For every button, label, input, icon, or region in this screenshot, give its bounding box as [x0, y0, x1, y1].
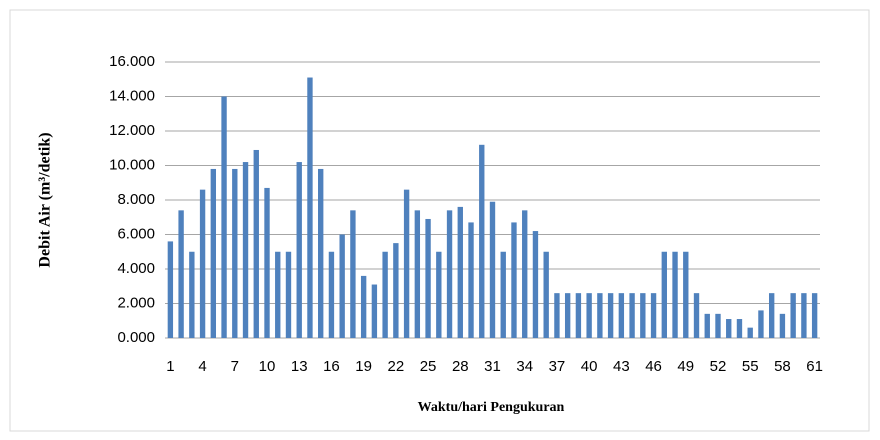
- bar: [393, 243, 399, 338]
- bar: [758, 310, 764, 338]
- bar: [629, 293, 635, 338]
- x-tick-label: 1: [166, 358, 174, 375]
- bar: [328, 251, 335, 338]
- y-tick-label: 10.000: [109, 156, 155, 173]
- bar: [532, 231, 539, 338]
- bar: [500, 251, 506, 338]
- y-tick-label: 16.000: [109, 53, 155, 70]
- chart-border: [9, 9, 870, 432]
- bar: [285, 251, 292, 338]
- bar: [726, 319, 732, 338]
- bar: [511, 222, 517, 338]
- bar: [736, 319, 743, 338]
- x-tick-label: 31: [484, 358, 501, 375]
- y-tick-label: 6.000: [117, 225, 155, 242]
- bar: [446, 210, 453, 338]
- bar: [672, 251, 678, 338]
- bar: [640, 293, 646, 338]
- bar: [790, 293, 796, 338]
- y-tick-label: 12.000: [109, 122, 155, 139]
- y-tick-label: 14.000: [109, 87, 155, 104]
- bar: [479, 144, 485, 338]
- x-tick-label: 58: [774, 358, 791, 375]
- bar: [178, 210, 184, 338]
- x-tick-label: 7: [231, 358, 239, 375]
- bar: [350, 210, 356, 338]
- x-axis-title: Waktu/hari Pengukuran: [418, 400, 565, 415]
- x-tick-label: 43: [613, 358, 630, 375]
- bar: [360, 275, 367, 338]
- bar: [468, 222, 474, 338]
- bar: [253, 149, 259, 338]
- bar: [403, 189, 410, 338]
- bar: [801, 293, 807, 338]
- x-tick-label: 16: [323, 358, 340, 375]
- bar: [167, 241, 174, 338]
- bar: [371, 284, 378, 338]
- bar: [779, 313, 786, 338]
- bar: [747, 327, 753, 338]
- bar: [704, 313, 710, 338]
- bar: [650, 293, 657, 338]
- x-tick-label: 37: [549, 358, 566, 375]
- y-axis-title: Debit Air (m³/detik): [37, 132, 54, 267]
- bar: [199, 189, 206, 338]
- bar: [189, 251, 195, 338]
- bar: [382, 251, 388, 338]
- bar: [436, 251, 442, 338]
- bar: [683, 251, 689, 338]
- bar: [210, 168, 217, 338]
- bar: [575, 293, 582, 338]
- x-tick-label: 22: [388, 358, 405, 375]
- bar: [275, 251, 281, 338]
- bar: [414, 210, 421, 338]
- bar: [522, 210, 528, 338]
- bar: [693, 293, 700, 338]
- bar: [296, 162, 302, 338]
- x-tick-label: 10: [259, 358, 276, 375]
- x-tick-label: 55: [742, 358, 759, 375]
- bar: [242, 162, 249, 338]
- bar: [597, 293, 603, 338]
- bar: [715, 313, 721, 338]
- bar: [318, 168, 324, 338]
- x-tick-label: 34: [516, 358, 533, 375]
- x-tick-label: 49: [677, 358, 694, 375]
- y-tick-label: 0.000: [117, 329, 155, 346]
- bar: [564, 293, 571, 338]
- bar: [768, 293, 775, 338]
- bar: [618, 293, 625, 338]
- bar: [543, 251, 549, 338]
- x-tick-label: 46: [645, 358, 662, 375]
- bar: [811, 293, 818, 338]
- bar: [339, 234, 345, 338]
- x-tick-label: 13: [291, 358, 308, 375]
- bar: [425, 218, 431, 338]
- x-tick-label: 52: [710, 358, 727, 375]
- y-tick-label: 8.000: [117, 191, 155, 208]
- bar: [457, 206, 463, 338]
- bar: [489, 201, 496, 338]
- x-tick-label: 25: [420, 358, 437, 375]
- bar: [264, 187, 270, 338]
- x-tick-label: 4: [198, 358, 206, 375]
- bar: [221, 96, 227, 338]
- bar: [607, 293, 614, 338]
- x-tick-label: 40: [581, 358, 598, 375]
- x-tick-label: 19: [355, 358, 372, 375]
- bar: [554, 293, 560, 338]
- bar: [586, 293, 592, 338]
- x-tick-label: 28: [452, 358, 469, 375]
- bar: [307, 77, 313, 339]
- y-tick-label: 4.000: [117, 260, 155, 277]
- bar: [661, 251, 667, 338]
- bar: [232, 168, 238, 338]
- x-tick-label: 61: [806, 358, 823, 375]
- y-tick-label: 2.000: [117, 294, 155, 311]
